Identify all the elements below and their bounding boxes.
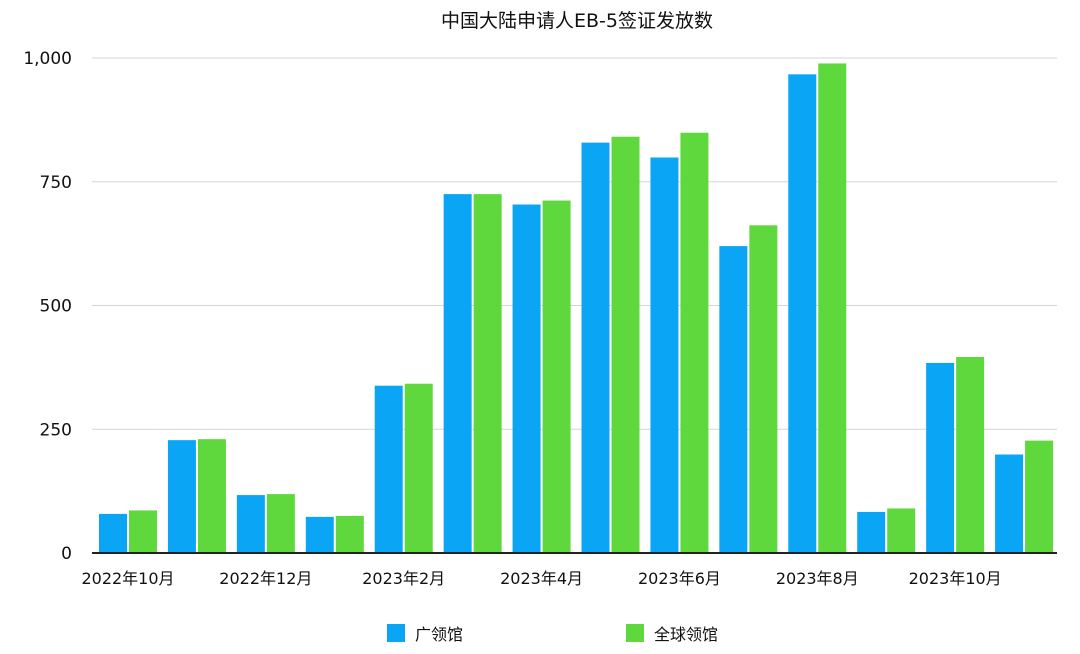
bar-global xyxy=(887,508,916,553)
bar-guangzhou xyxy=(167,440,196,553)
gridlines xyxy=(92,57,1057,430)
bar-guangzhou xyxy=(788,74,817,554)
bar-guangzhou xyxy=(374,385,403,553)
bar-global xyxy=(266,494,295,553)
bar-guangzhou xyxy=(995,454,1024,553)
x-tick-label: 2022年12月 xyxy=(219,569,312,588)
legend-swatch xyxy=(626,624,644,642)
x-tick-label: 2023年2月 xyxy=(362,569,445,588)
y-tick-label: 250 xyxy=(40,420,72,440)
bar-global xyxy=(197,439,226,553)
legend-swatch xyxy=(387,624,405,642)
bar-guangzhou xyxy=(926,362,955,553)
bar-global xyxy=(680,132,709,553)
bar-guangzhou xyxy=(581,142,610,553)
bar-global xyxy=(1025,440,1054,553)
bar-global xyxy=(404,383,433,553)
chart-title: 中国大陆申请人EB-5签证发放数 xyxy=(441,10,713,32)
bar-guangzhou xyxy=(236,495,265,553)
x-tick-label: 2023年6月 xyxy=(638,569,721,588)
bar-guangzhou xyxy=(857,511,886,553)
bar-global xyxy=(129,510,157,553)
x-axis-ticks: 2022年10月 2022年12月 2023年2月 2023年4月 2023年6月 202… xyxy=(81,569,1001,588)
bar-guangzhou xyxy=(512,204,541,553)
y-tick-label: 750 xyxy=(40,173,72,193)
legend-label: 全球领馆 xyxy=(654,625,718,644)
y-tick-label: 500 xyxy=(40,297,72,317)
bar-global xyxy=(473,194,502,553)
bar-guangzhou xyxy=(719,246,748,553)
bar-guangzhou xyxy=(650,157,679,553)
bar-global xyxy=(956,356,985,553)
legend: 广领馆 全球领馆 xyxy=(387,624,718,644)
bar-global xyxy=(749,225,778,553)
x-tick-label: 2022年10月 xyxy=(81,569,174,588)
bar-guangzhou xyxy=(443,194,472,553)
x-tick-label: 2023年4月 xyxy=(500,569,583,588)
x-tick-label: 2023年8月 xyxy=(776,569,859,588)
bar-guangzhou xyxy=(305,516,334,553)
legend-label: 广领馆 xyxy=(415,625,463,644)
y-tick-label: 1,000 xyxy=(23,49,72,69)
bar-global xyxy=(818,63,847,553)
bars xyxy=(99,63,1054,554)
y-axis-ticks: 0 250 500 750 1,000 xyxy=(23,49,72,564)
bar-global xyxy=(335,515,364,553)
bar-global xyxy=(611,136,640,553)
bar-global xyxy=(542,200,571,553)
y-tick-label: 0 xyxy=(61,544,72,564)
x-tick-label: 2023年10月 xyxy=(909,569,1002,588)
bar-guangzhou xyxy=(99,513,127,553)
